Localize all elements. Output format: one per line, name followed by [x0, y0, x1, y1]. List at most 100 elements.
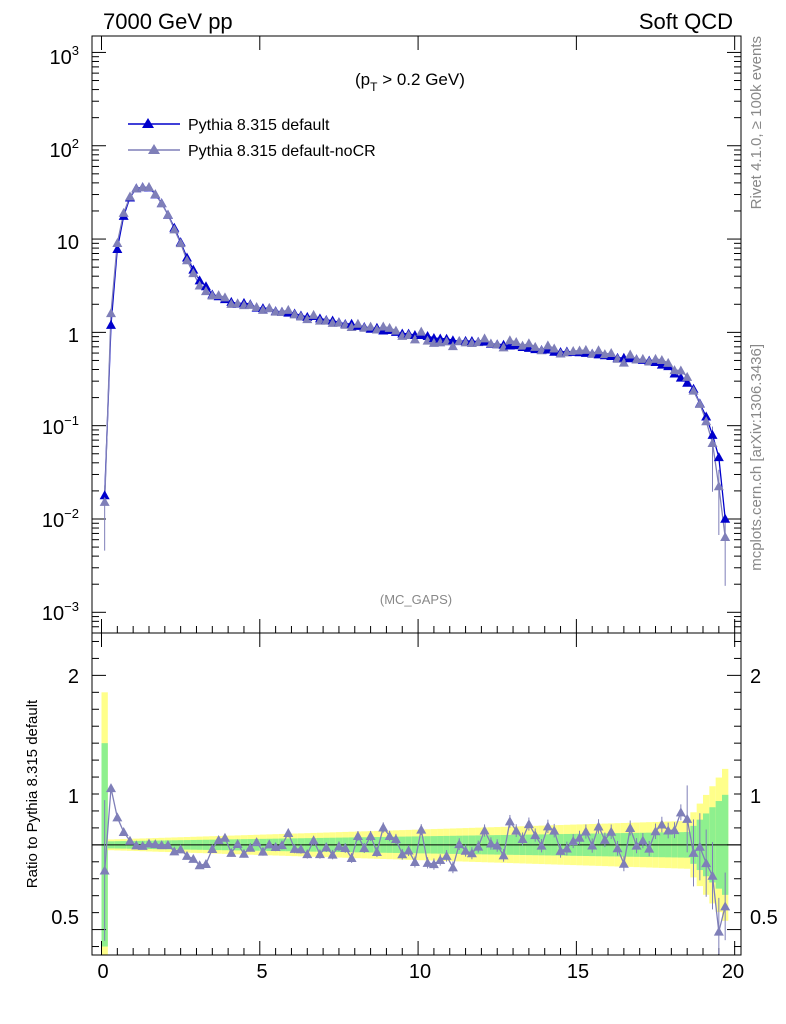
- ratio-point-86: [644, 843, 655, 853]
- ratio-point-4: [124, 835, 135, 845]
- ratio-point-19: [219, 832, 230, 842]
- point-nocr-8: [150, 189, 161, 199]
- point-nocr-90: [669, 365, 680, 375]
- point-nocr-49: [409, 334, 420, 344]
- point-nocr-67: [523, 338, 534, 348]
- point-nocr-76: [580, 344, 591, 354]
- ratio-point-36: [327, 849, 338, 859]
- ratio-point-46: [390, 834, 401, 844]
- x-tick-label-15: 15: [567, 961, 589, 983]
- ratio-point-53: [435, 854, 446, 864]
- ratio-point-16: [200, 859, 211, 869]
- y-tick-label-1: 1: [68, 325, 79, 347]
- point-nocr-15: [194, 280, 205, 290]
- y-tick-label-1e-3: 10−3: [42, 599, 79, 625]
- ratio-point-43: [371, 846, 382, 856]
- point-nocr-83: [625, 349, 636, 359]
- ratio-point-74: [568, 836, 579, 846]
- ratio-point-25: [257, 846, 268, 856]
- ratio-point-12: [175, 844, 186, 854]
- axis-ticks: [92, 36, 741, 955]
- rivet-label: Rivet 4.1.0, ≥ 100k events: [748, 36, 765, 209]
- ratio-point-9: [156, 840, 167, 850]
- point-nocr-24: [251, 302, 262, 312]
- ratio-point-65: [511, 825, 522, 835]
- ratio-point-76: [580, 826, 591, 836]
- point-nocr-87: [650, 353, 661, 363]
- cut-title: (pT > 0.2 GeV): [355, 70, 465, 94]
- ratio-point-47: [397, 849, 408, 859]
- point-nocr-37: [333, 317, 344, 327]
- y-tick-label-10: 10: [57, 232, 79, 254]
- point-nocr-48: [403, 329, 414, 339]
- point-nocr-4: [124, 191, 135, 201]
- ratio-point-23: [245, 842, 256, 852]
- point-default-0: [99, 490, 110, 500]
- ratio-point-51: [422, 857, 433, 867]
- ratio-point-40: [352, 830, 363, 840]
- ratio-point-63: [498, 850, 509, 860]
- x-tick-label-20: 20: [722, 961, 744, 983]
- point-nocr-19: [219, 292, 230, 302]
- ratio-point-85: [637, 835, 648, 845]
- ratio-point-22: [238, 848, 249, 858]
- point-default-55: [447, 335, 458, 345]
- point-default-15: [194, 275, 205, 285]
- point-nocr-35: [321, 315, 332, 325]
- y-tick-label-1e-2: 10−2: [42, 506, 79, 532]
- ratio-point-33: [308, 835, 319, 845]
- point-nocr-88: [656, 354, 667, 364]
- point-nocr-62: [492, 339, 503, 349]
- point-nocr-42: [365, 321, 376, 331]
- point-nocr-96: [707, 437, 718, 447]
- ratio-point-73: [561, 843, 572, 853]
- ratio-point-20: [226, 847, 237, 857]
- point-nocr-92: [682, 371, 693, 381]
- series-layer: [99, 182, 731, 955]
- ratio-uncertainty-bands: [101, 692, 729, 955]
- point-nocr-14: [188, 268, 199, 278]
- ratio-point-75: [574, 832, 585, 842]
- ratio-point-3: [118, 826, 129, 836]
- ratio-point-2: [112, 812, 123, 822]
- ratio-point-97: [713, 926, 724, 936]
- ratio-point-91: [675, 807, 686, 817]
- ratio-point-18: [213, 835, 224, 845]
- ratio-point-5: [131, 840, 142, 850]
- point-default-16: [200, 281, 211, 291]
- point-nocr-65: [511, 337, 522, 347]
- point-nocr-98: [720, 532, 731, 542]
- point-nocr-97: [713, 481, 724, 491]
- point-nocr-64: [504, 335, 515, 345]
- ratio-point-57: [460, 845, 471, 855]
- ratio-point-54: [441, 850, 452, 860]
- point-nocr-11: [169, 224, 180, 234]
- ratio-point-70: [542, 821, 553, 831]
- point-nocr-23: [245, 299, 256, 309]
- point-nocr-12: [175, 238, 186, 248]
- ratio-point-82: [618, 858, 629, 868]
- ratio-point-98: [720, 901, 731, 911]
- ratio-point-1: [105, 783, 116, 793]
- ratio-point-13: [181, 850, 192, 860]
- analysis-watermark: (MC_GAPS): [380, 592, 452, 607]
- ratio-point-60: [479, 825, 490, 835]
- point-nocr-31: [295, 311, 306, 321]
- point-nocr-91: [675, 365, 686, 375]
- point-nocr-50: [416, 326, 427, 336]
- ratio-point-96: [707, 870, 718, 880]
- point-nocr-66: [517, 340, 528, 350]
- ratio-tick-label-2-right: 2: [750, 666, 761, 688]
- ratio-y-tick-labels: 2 1 0.5 2 1 0.5: [51, 666, 778, 929]
- y-tick-label-1e2: 102: [50, 136, 79, 162]
- ratio-point-8: [150, 839, 161, 849]
- process-label: Soft QCD: [639, 9, 733, 34]
- ratio-point-30: [289, 843, 300, 853]
- x-tick-label-10: 10: [409, 961, 431, 983]
- point-nocr-60: [479, 333, 490, 343]
- legend-marker-default: [142, 118, 154, 128]
- ratio-axis-label: Ratio to Pythia 8.315 default: [24, 699, 41, 888]
- ratio-point-67: [523, 819, 534, 829]
- ratio-point-88: [656, 819, 667, 829]
